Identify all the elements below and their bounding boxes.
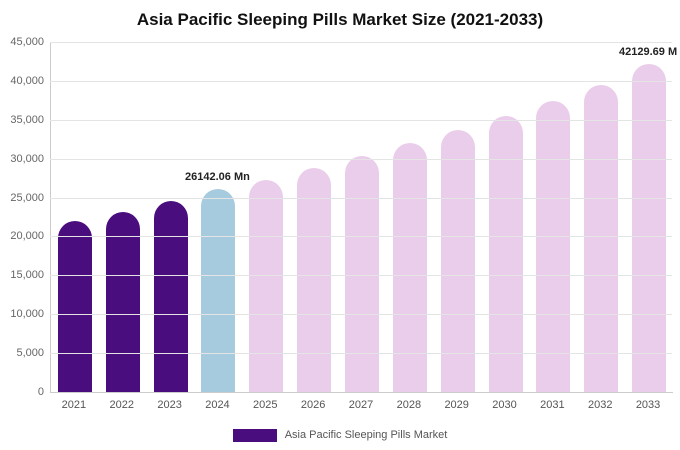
legend: Asia Pacific Sleeping Pills Market [0,428,680,442]
bar [297,168,332,392]
y-axis-label: 45,000 [10,36,44,48]
y-axis-label: 15,000 [10,269,44,282]
x-axis-label: 2023 [157,399,182,411]
x-axis-label: 2025 [253,399,278,411]
plot-area [50,42,673,393]
gridline [50,236,672,238]
gridline [50,314,672,316]
y-axis-label: 10,000 [10,308,44,321]
bar [105,212,140,392]
bar [249,179,284,392]
x-axis-label: 2022 [109,399,134,411]
y-axis-label: 20,000 [10,230,44,243]
gridline [50,275,672,277]
gridline [50,80,672,82]
chart-title: Asia Pacific Sleeping Pills Market Size … [136,10,544,29]
bar [440,129,475,392]
x-axis-label: 2024 [205,399,230,411]
x-axis-label: 2031 [540,399,565,411]
value-annotation: 42129.69 M [619,46,678,59]
gridline [50,353,672,355]
bar [392,143,427,392]
x-axis-label: 2021 [61,399,87,411]
bar [345,155,379,392]
bar [632,64,667,392]
bar [488,115,523,392]
bar [201,188,236,392]
x-axis-label: 2032 [587,399,613,411]
gridline [50,119,672,121]
bar [536,101,571,392]
y-axis-label: 30,000 [10,152,44,165]
x-axis-label: 2028 [396,399,422,411]
y-axis-label: 40,000 [10,74,44,87]
bar [57,220,92,392]
gridline [50,42,672,43]
bar [153,200,188,392]
x-axis-label: 2026 [300,399,326,411]
y-axis-label: 35,000 [10,113,44,126]
y-axis-label: 5,000 [16,347,44,360]
x-axis-label: 2029 [444,399,469,411]
legend-label: Asia Pacific Sleeping Pills Market [284,429,448,441]
value-annotation: 26142.06 Mn [185,170,250,183]
gridline [50,197,672,199]
gridline [50,158,672,160]
x-axis-label: 2033 [635,399,661,411]
y-axis-label: 0 [37,386,44,398]
x-axis-label: 2030 [492,399,517,411]
x-axis-label: 2027 [348,399,374,411]
y-axis-label: 25,000 [10,191,44,204]
bar [584,84,619,392]
legend-swatch [232,428,277,442]
